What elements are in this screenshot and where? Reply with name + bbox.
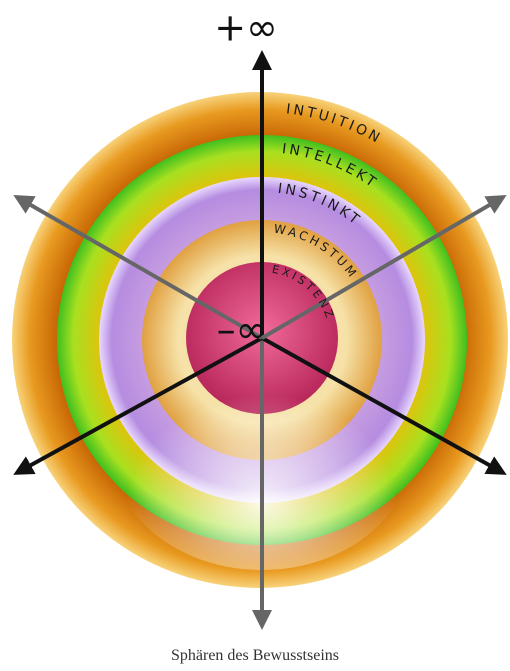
axis-left (13, 336, 263, 475)
caption: Sphären des Bewusstseins (171, 647, 339, 664)
plus-infinity: +∞ (214, 6, 278, 50)
axis-upper-right (260, 194, 507, 340)
axis-right (261, 336, 507, 475)
axes (13, 50, 507, 630)
axis-upper-left (13, 195, 263, 340)
minus-infinity: –∞ (217, 308, 268, 352)
